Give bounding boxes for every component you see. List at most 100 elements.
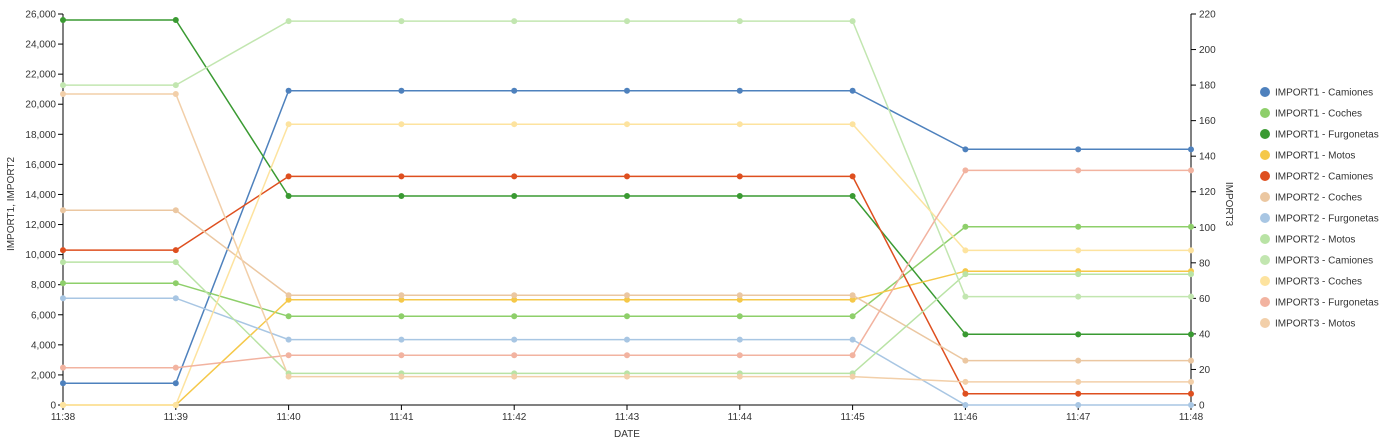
legend-item[interactable]: IMPORT1 - Motos <box>1260 150 1355 162</box>
data-point-import1-camiones <box>172 380 179 387</box>
data-point-import2-motos <box>172 259 179 266</box>
data-point-import3-furgonetas <box>1188 167 1194 174</box>
data-point-import3-furgonetas <box>172 364 179 371</box>
data-point-import1-camiones <box>1075 146 1082 153</box>
data-point-import1-coches <box>398 313 405 320</box>
data-point-import1-furgonetas <box>285 192 292 199</box>
data-point-import1-furgonetas <box>60 17 66 24</box>
data-point-import3-coches <box>1075 247 1082 254</box>
data-point-import3-camiones <box>736 18 743 25</box>
legend-marker <box>1260 255 1270 265</box>
left-y-tick-label: 26,000 <box>25 10 56 21</box>
data-point-import3-camiones <box>849 18 856 25</box>
data-point-import1-camiones <box>285 87 292 94</box>
data-point-import3-camiones <box>398 18 405 25</box>
data-point-import3-furgonetas <box>285 352 292 359</box>
right-y-tick-label: 220 <box>1199 10 1216 21</box>
left-y-tick-label: 10,000 <box>25 250 56 261</box>
data-point-import1-camiones <box>60 380 66 387</box>
data-point-import2-camiones <box>736 173 743 180</box>
legend-item[interactable]: IMPORT1 - Furgonetas <box>1260 129 1379 141</box>
data-point-import2-coches <box>60 207 66 214</box>
legend-marker <box>1260 129 1270 139</box>
right-y-tick-label: 40 <box>1199 329 1211 340</box>
data-point-import2-furgonetas <box>398 336 405 343</box>
data-point-import3-camiones <box>1075 293 1082 300</box>
legend-item[interactable]: IMPORT3 - Camiones <box>1260 255 1373 267</box>
data-point-import2-furgonetas <box>285 336 292 343</box>
data-point-import2-furgonetas <box>60 295 66 302</box>
data-point-import1-camiones <box>849 87 856 94</box>
left-y-tick-label: 6,000 <box>31 310 56 321</box>
data-point-import3-camiones <box>511 18 518 25</box>
data-point-import2-coches <box>624 292 630 299</box>
data-point-import3-motos <box>398 373 405 380</box>
legend-item[interactable]: IMPORT2 - Camiones <box>1260 171 1373 183</box>
data-point-import1-furgonetas <box>398 192 405 199</box>
x-tick-label: 11:41 <box>389 412 414 423</box>
data-point-import3-furgonetas <box>511 352 518 359</box>
left-y-tick-label: 12,000 <box>25 220 56 231</box>
legend-marker <box>1260 234 1270 244</box>
data-point-import3-camiones <box>962 293 969 300</box>
data-point-import1-camiones <box>736 87 743 94</box>
data-point-import1-coches <box>172 280 179 287</box>
legend-item[interactable]: IMPORT1 - Camiones <box>1260 87 1373 99</box>
data-point-import3-furgonetas <box>624 352 630 359</box>
legend-marker <box>1260 108 1270 118</box>
data-point-import1-camiones <box>1188 146 1194 153</box>
data-point-import3-motos <box>285 373 292 380</box>
data-point-import3-coches <box>1188 247 1194 254</box>
legend-item[interactable]: IMPORT2 - Motos <box>1260 234 1355 246</box>
left-y-tick-label: 0 <box>50 401 56 412</box>
data-point-import3-motos <box>624 373 630 380</box>
data-point-import3-furgonetas <box>849 352 856 359</box>
data-point-import2-furgonetas <box>511 336 518 343</box>
data-point-import2-coches <box>285 292 292 299</box>
data-point-import1-furgonetas <box>172 17 179 24</box>
legend-item[interactable]: IMPORT1 - Coches <box>1260 108 1362 120</box>
legend-item[interactable]: IMPORT2 - Coches <box>1260 192 1362 204</box>
data-point-import1-furgonetas <box>962 331 969 338</box>
data-point-import2-furgonetas <box>1075 402 1082 408</box>
data-point-import3-motos <box>1188 378 1194 385</box>
left-y-tick-label: 14,000 <box>25 190 56 201</box>
data-point-import3-coches <box>962 247 969 254</box>
legend-label: IMPORT1 - Furgonetas <box>1275 130 1379 141</box>
data-point-import1-motos <box>285 296 292 303</box>
data-point-import2-furgonetas <box>849 336 856 343</box>
right-y-tick-label: 60 <box>1199 294 1211 305</box>
data-point-import3-coches <box>849 121 856 128</box>
data-point-import1-furgonetas <box>1188 331 1194 338</box>
legend-label: IMPORT3 - Motos <box>1275 319 1355 330</box>
legend-item[interactable]: IMPORT3 - Coches <box>1260 276 1362 288</box>
data-point-import1-furgonetas <box>1075 331 1082 338</box>
legend[interactable]: IMPORT1 - Camiones IMPORT1 - Coches IMPORT… <box>1260 87 1379 330</box>
legend-item[interactable]: IMPORT3 - Furgonetas <box>1260 297 1379 309</box>
right-y-tick-label: 0 <box>1199 401 1205 412</box>
data-point-import3-motos <box>60 90 66 97</box>
data-point-import2-camiones <box>172 247 179 254</box>
legend-item[interactable]: IMPORT3 - Motos <box>1260 318 1355 330</box>
data-point-import3-furgonetas <box>398 352 405 359</box>
data-point-import2-coches <box>172 207 179 214</box>
data-point-import3-furgonetas <box>962 167 969 174</box>
data-point-import3-motos <box>962 378 969 385</box>
x-tick-label: 11:38 <box>51 412 76 423</box>
axes-layer: 0 2,000 4,000 6,000 8,000 10,000 12,000 14,000 1… <box>25 10 1216 424</box>
x-axis-title: DATE <box>614 429 640 440</box>
data-point-import3-camiones <box>285 18 292 25</box>
data-point-import3-coches <box>172 402 179 408</box>
legend-item[interactable]: IMPORT2 - Furgonetas <box>1260 213 1379 225</box>
data-point-import1-motos <box>511 296 518 303</box>
data-point-import1-coches <box>962 223 969 230</box>
data-point-import2-furgonetas <box>172 295 179 302</box>
x-tick-label: 11:39 <box>164 412 189 423</box>
series-line-import3-coches <box>63 123 1191 406</box>
data-point-import1-coches <box>1188 223 1194 230</box>
left-y-tick-label: 8,000 <box>31 280 56 291</box>
legend-label: IMPORT1 - Camiones <box>1275 88 1373 99</box>
x-tick-label: 11:47 <box>1066 412 1091 423</box>
data-point-import1-camiones <box>962 146 969 153</box>
